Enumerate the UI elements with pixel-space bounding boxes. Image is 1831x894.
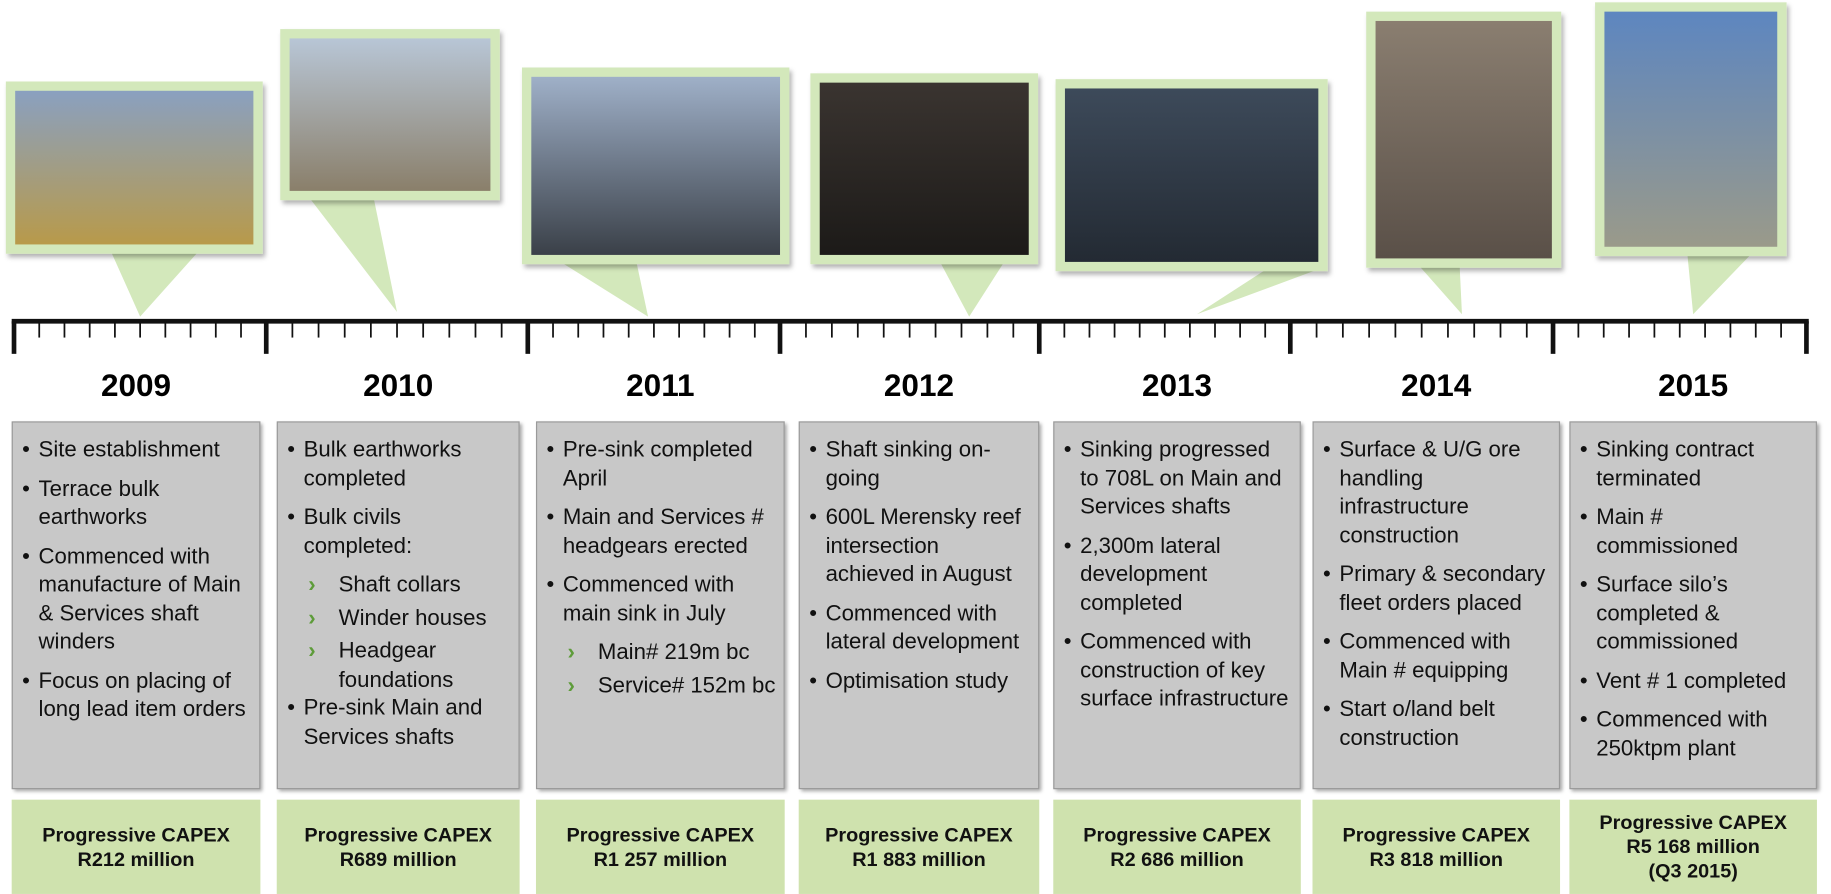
milestone-box: Pre-sink completed April Main and Service… <box>536 421 785 789</box>
year-label: 2011 <box>536 368 785 404</box>
capex-line: Progressive CAPEX <box>1599 810 1787 834</box>
year-label: 2009 <box>12 368 261 404</box>
bullet: Commenced with main sink in July <box>544 572 776 629</box>
callout-tail <box>309 198 397 312</box>
bullet: Shaft sinking on-going <box>807 437 1031 494</box>
bullet: Commenced with 250ktpm plant <box>1578 707 1809 764</box>
photo <box>820 83 1029 255</box>
bullet: Optimisation study <box>807 668 1031 697</box>
sub-bullet: Main# 219m bc <box>544 639 776 668</box>
year-label: 2015 <box>1569 368 1817 404</box>
milestone-box: Site establishment Terrace bulk earthwork… <box>12 421 261 789</box>
bullet: Main # commissioned <box>1578 504 1809 561</box>
bullet: Commenced with manufacture of Main & Ser… <box>20 543 252 657</box>
capex-line: (Q3 2015) <box>1648 859 1737 883</box>
sub-bullet: Service# 152m bc <box>544 672 776 701</box>
callout-tail <box>1687 254 1751 315</box>
sub-bullet: Headgear foundations <box>285 638 512 695</box>
capex-line: R689 million <box>340 847 457 871</box>
bullet: Surface & U/G ore handling infrastructur… <box>1321 437 1552 551</box>
photo <box>1376 21 1552 258</box>
capex-line: R1 257 million <box>594 847 728 871</box>
capex-line: R5 168 million <box>1626 835 1760 859</box>
bullet: Pre-sink Main and Services shafts <box>285 695 512 752</box>
callout-tail <box>1197 269 1320 314</box>
bullet: Vent # 1 completed <box>1578 668 1809 697</box>
milestone-box: Sinking contract terminated Main # commis… <box>1569 421 1817 789</box>
capex-line: R1 883 million <box>852 847 986 871</box>
milestone-box: Sinking progressed to 708L on Main and S… <box>1053 421 1301 789</box>
capex-line: Progressive CAPEX <box>304 822 492 846</box>
capex-line: Progressive CAPEX <box>567 822 755 846</box>
bullet: Bulk civils completed: <box>285 504 512 561</box>
bullet: Terrace bulk earthworks <box>20 475 252 532</box>
year-label: 2012 <box>799 368 1040 404</box>
photo <box>15 91 253 245</box>
capex-line: Progressive CAPEX <box>1083 822 1271 846</box>
capex-line: R212 million <box>78 847 195 871</box>
callout-tail <box>111 251 199 316</box>
bullet: Focus on placing of long lead item order… <box>20 668 252 725</box>
capex-line: R2 686 million <box>1110 847 1244 871</box>
bullet: 600L Merensky reef intersection achieved… <box>807 504 1031 590</box>
bullet: Sinking contract terminated <box>1578 437 1809 494</box>
callout-tail <box>940 262 1004 317</box>
timeline: 2009 Site establishment Terrace bulk earth… <box>0 0 1831 894</box>
bullet: Primary & secondary fleet orders placed <box>1321 561 1552 618</box>
callout-tail <box>560 262 648 317</box>
bullet: Commenced with construction of key surfa… <box>1061 629 1292 715</box>
bullet: 2,300m lateral development completed <box>1061 533 1292 619</box>
milestone-box: Shaft sinking on-going 600L Merensky reef… <box>799 421 1040 789</box>
callout-tail <box>1419 265 1462 314</box>
capex-line: Progressive CAPEX <box>42 822 230 846</box>
bullet: Commenced with lateral development <box>807 600 1031 657</box>
year-label: 2010 <box>277 368 520 404</box>
year-label: 2014 <box>1312 368 1560 404</box>
sub-bullet: Shaft collars <box>285 572 512 601</box>
bullet: Site establishment <box>20 437 252 466</box>
bullet: Start o/land belt construction <box>1321 696 1552 753</box>
capex-line: R3 818 million <box>1370 847 1504 871</box>
year-label: 2013 <box>1053 368 1301 404</box>
bullet: Pre-sink completed April <box>544 437 776 494</box>
bullet: Main and Services # headgears erected <box>544 504 776 561</box>
photo <box>1604 12 1777 247</box>
photo <box>1065 88 1318 261</box>
page: {"columns": [ {"year": "2009", "bullets"… <box>0 0 1831 894</box>
sub-bullet: Winder houses <box>285 605 512 634</box>
capex-line: Progressive CAPEX <box>825 822 1013 846</box>
bullet: Sinking progressed to 708L on Main and S… <box>1061 437 1292 523</box>
milestone-box: Surface & U/G ore handling infrastructur… <box>1312 421 1560 789</box>
bullet: Bulk earthworks completed <box>285 437 512 494</box>
bullet: Commenced with Main # equipping <box>1321 629 1552 686</box>
bullet: Surface silo’s completed & commissioned <box>1578 572 1809 658</box>
photo <box>531 77 780 255</box>
milestone-box: Bulk earthworks completed Bulk civils com… <box>277 421 520 789</box>
capex-line: Progressive CAPEX <box>1342 822 1530 846</box>
photo <box>290 38 491 190</box>
